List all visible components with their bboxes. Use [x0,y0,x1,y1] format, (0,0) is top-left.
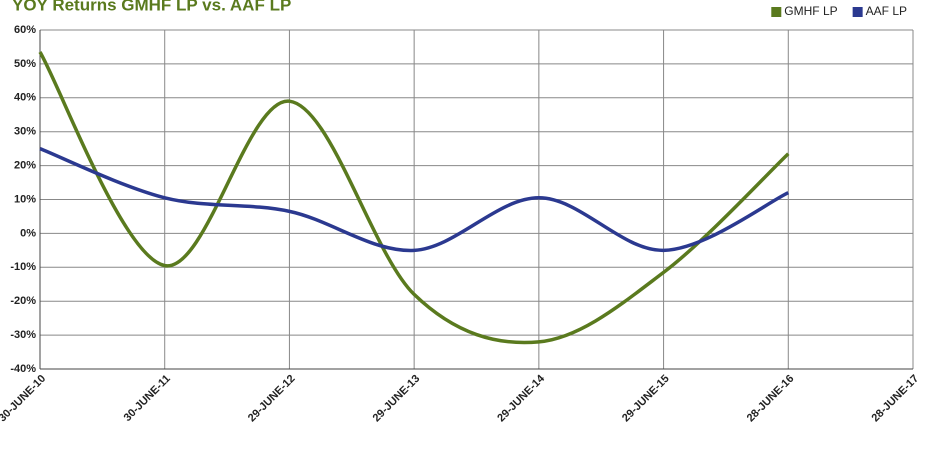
legend-swatch [852,7,863,17]
x-tick-label: 29-JUNE-15 [620,373,672,425]
x-tick-label: 28-JUNE-16 [745,373,797,425]
y-tick-label: 50% [14,58,36,70]
chart-title: YOY Returns GMHF LP vs. AAF LP [12,0,291,14]
y-tick-label: 60% [14,24,36,36]
x-tick-label: 30-JUNE-11 [122,373,173,424]
x-tick-label: 29-JUNE-12 [246,373,298,425]
y-tick-label: 0% [20,227,36,239]
y-tick-label: -30% [10,329,36,341]
legend-label: AAF LP [866,4,907,18]
y-tick-label: 10% [14,193,36,205]
y-tick-label: -20% [10,295,36,307]
x-tick-label: 29-JUNE-13 [371,373,423,425]
x-tick-label: 29-JUNE-14 [495,372,547,424]
x-tick-label: 30-JUNE-10 [0,373,48,425]
legend-swatch [771,7,782,17]
series-line [39,147,790,253]
series-line [38,51,790,345]
y-tick-label: 20% [14,160,36,172]
y-tick-label: -10% [10,261,36,273]
legend-label: GMHF LP [784,4,837,18]
x-tick-label: 28-JUNE-17 [869,373,921,425]
y-tick-label: 30% [14,126,36,138]
y-tick-label: -40% [10,363,36,375]
y-tick-label: 40% [14,92,36,104]
